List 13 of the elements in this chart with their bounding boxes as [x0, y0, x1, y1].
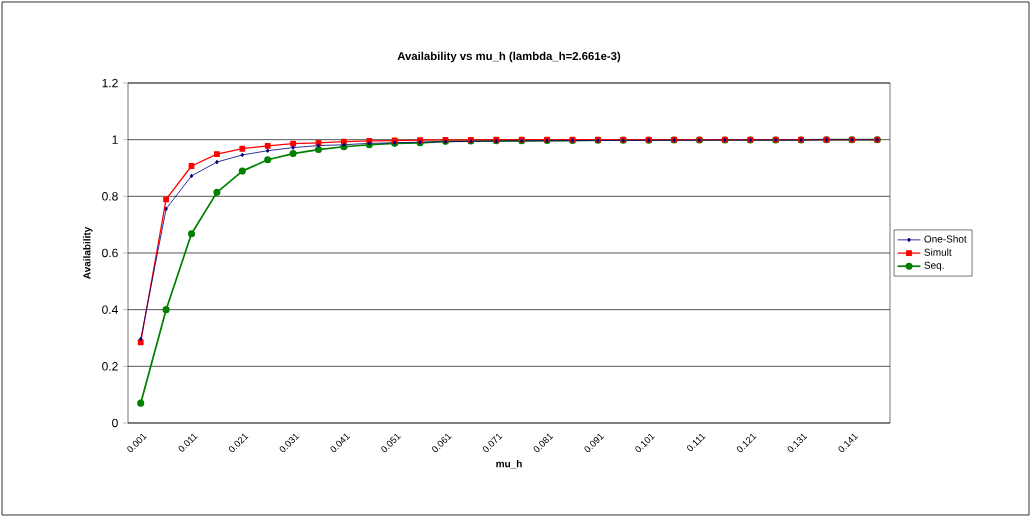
legend-label: One-Shot: [924, 235, 967, 243]
chart-title: Availability vs mu_h (lambda_h=2.661e-3): [397, 51, 621, 63]
y-tick-label: 0.8: [102, 192, 118, 201]
y-tick-label: 0: [112, 418, 118, 428]
y-tick-label: 1.2: [102, 78, 118, 88]
y-axis-title: Availability: [83, 226, 93, 279]
legend-label: Simult: [924, 248, 952, 256]
y-tick-label: 0.6: [102, 248, 118, 258]
legend-label: Seq.: [924, 261, 944, 271]
y-tick-label: 0.2: [102, 362, 118, 371]
x-axis-title: mu_h: [496, 459, 522, 469]
y-tick-label: 1: [112, 135, 118, 144]
y-tick-label: 0.4: [102, 305, 118, 314]
